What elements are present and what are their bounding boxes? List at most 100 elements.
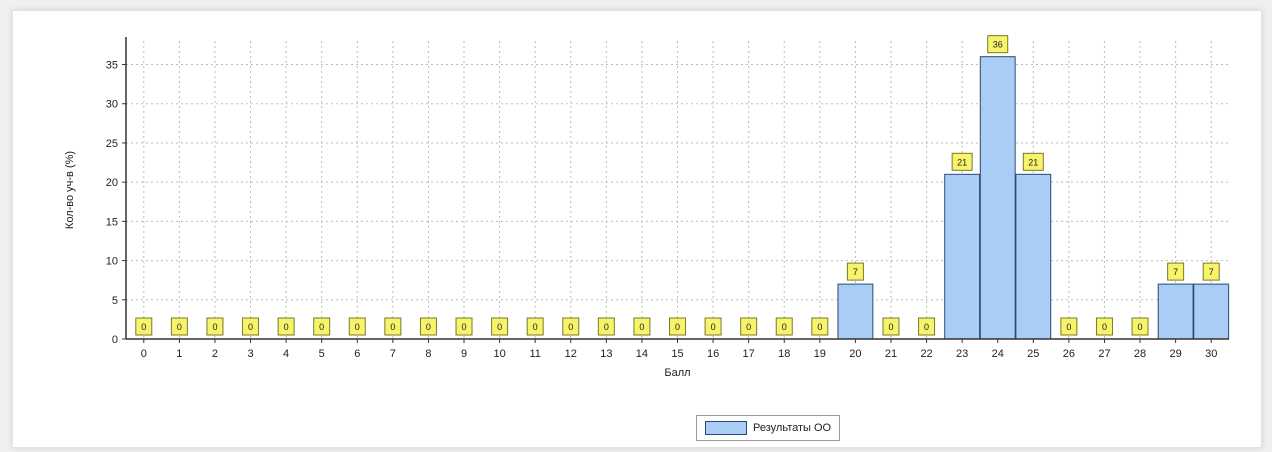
x-tick-label: 5 <box>319 348 325 360</box>
x-tick-label: 24 <box>992 348 1004 360</box>
x-tick-label: 18 <box>778 348 790 360</box>
y-tick-label: 0 <box>112 334 118 346</box>
bar <box>1157 283 1194 340</box>
x-tick-label: 23 <box>956 348 968 360</box>
x-tick-label: 12 <box>565 348 577 360</box>
data-label-box <box>633 317 651 336</box>
data-label: 0 <box>141 322 146 332</box>
x-axis-title: Балл <box>664 367 690 379</box>
x-tick-label: 4 <box>283 348 289 360</box>
x-tick-label: 30 <box>1205 348 1217 360</box>
data-label: 0 <box>924 322 929 332</box>
data-label: 0 <box>675 322 680 332</box>
bar-chart: 0510152025303500010203040506070809010011… <box>64 35 1230 379</box>
data-label-box <box>1131 317 1149 336</box>
data-label: 7 <box>1173 267 1178 277</box>
y-tick-label: 15 <box>106 216 118 228</box>
x-tick-label: 20 <box>849 348 861 360</box>
x-tick-label: 10 <box>493 348 505 360</box>
x-tick-label: 29 <box>1170 348 1182 360</box>
x-tick-label: 8 <box>425 348 431 360</box>
data-label: 0 <box>426 322 431 332</box>
data-label: 0 <box>604 322 609 332</box>
data-label-box <box>740 317 758 336</box>
x-tick-label: 28 <box>1134 348 1146 360</box>
data-label: 0 <box>497 322 502 332</box>
data-label-box <box>135 317 153 336</box>
y-axis-title: Кол-во уч-в (%) <box>64 151 76 229</box>
x-tick-label: 26 <box>1063 348 1075 360</box>
data-label: 36 <box>993 40 1003 50</box>
data-label-box <box>811 317 829 336</box>
data-label-box <box>1167 262 1185 281</box>
data-label: 0 <box>462 322 467 332</box>
data-label-box <box>313 317 331 336</box>
data-label: 0 <box>319 322 324 332</box>
data-label-box <box>775 317 793 336</box>
data-label-box <box>455 317 473 336</box>
x-tick-label: 2 <box>212 348 218 360</box>
data-label: 0 <box>888 322 893 332</box>
x-tick-label: 0 <box>141 348 147 360</box>
data-label-box <box>170 317 188 336</box>
data-label: 7 <box>853 267 858 277</box>
y-tick-label: 5 <box>112 295 118 307</box>
data-label: 0 <box>177 322 182 332</box>
data-label: 0 <box>533 322 538 332</box>
legend-swatch <box>705 421 747 435</box>
data-label-box <box>1095 317 1113 336</box>
data-label-box <box>206 317 224 336</box>
data-label-box <box>597 317 615 336</box>
bar <box>837 283 874 340</box>
chart-frame: 0 5 10 15 20 25 30 35 0 0 0 1 0 2 0 3 0 4 0 5 0 6 0 7 0 8 0 9 0 10 0 11… <box>12 10 1262 448</box>
data-label-box <box>419 317 437 336</box>
data-label-box <box>882 317 900 336</box>
bar <box>944 173 981 340</box>
data-label: 0 <box>782 322 787 332</box>
data-label-box <box>384 317 402 336</box>
data-label: 0 <box>284 322 289 332</box>
y-tick-label: 25 <box>106 138 118 150</box>
x-tick-label: 6 <box>354 348 360 360</box>
bar <box>979 56 1016 340</box>
data-label: 0 <box>1102 322 1107 332</box>
data-label: 0 <box>390 322 395 332</box>
data-label: 0 <box>248 322 253 332</box>
data-label: 7 <box>1209 267 1214 277</box>
x-tick-label: 27 <box>1098 348 1110 360</box>
data-label: 0 <box>212 322 217 332</box>
x-tick-label: 14 <box>636 348 648 360</box>
y-tick-label: 10 <box>106 256 118 268</box>
bar <box>1015 173 1052 340</box>
data-label: 0 <box>639 322 644 332</box>
x-tick-label: 1 <box>176 348 182 360</box>
x-tick-label: 11 <box>529 348 540 360</box>
x-tick-label: 17 <box>743 348 755 360</box>
data-label-box <box>987 35 1009 54</box>
x-tick-label: 7 <box>390 348 396 360</box>
x-tick-label: 13 <box>600 348 612 360</box>
data-label: 0 <box>711 322 716 332</box>
data-label-box <box>242 317 260 336</box>
legend-label: Результаты ОО <box>753 422 832 434</box>
bar <box>1193 283 1230 340</box>
x-tick-label: 9 <box>461 348 467 360</box>
data-label-box <box>918 317 936 336</box>
x-tick-label: 25 <box>1027 348 1039 360</box>
x-tick-label: 3 <box>247 348 253 360</box>
data-label: 21 <box>1028 157 1038 167</box>
data-label-box <box>526 317 544 336</box>
data-label-box <box>348 317 366 336</box>
x-tick-label: 15 <box>671 348 683 360</box>
data-label-box <box>704 317 722 336</box>
y-tick-label: 35 <box>106 60 118 72</box>
data-label-box <box>669 317 686 336</box>
x-tick-label: 16 <box>707 348 719 360</box>
data-label-box <box>1022 152 1044 171</box>
legend: Результаты ОО <box>696 415 841 441</box>
x-tick-label: 19 <box>814 348 826 360</box>
data-label-box <box>491 317 509 336</box>
data-label: 21 <box>957 157 967 167</box>
data-label-box <box>846 262 864 281</box>
data-label-box <box>562 317 580 336</box>
